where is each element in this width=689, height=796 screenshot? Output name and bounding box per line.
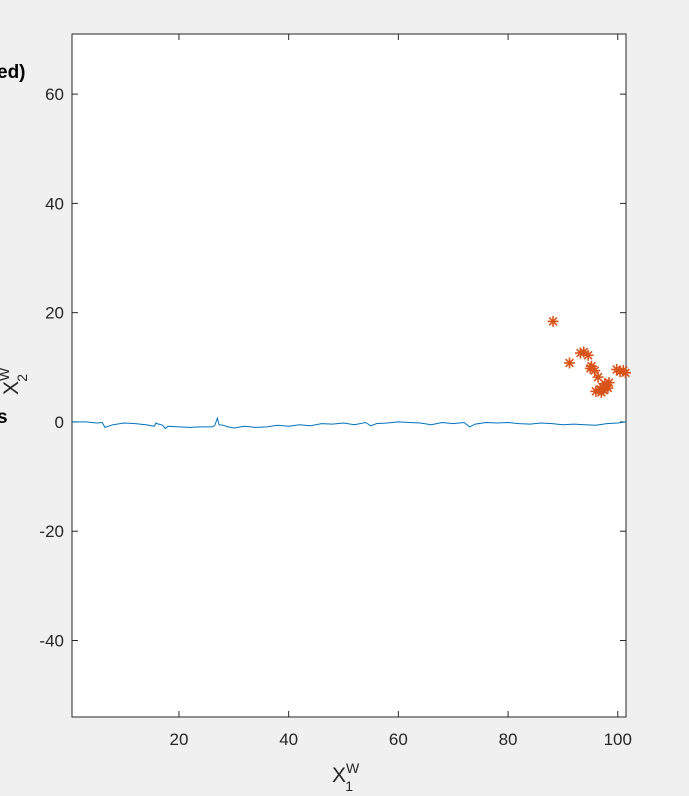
tick-labels: 20 40 60 80 100 -40 -20 0 20 40 60 — [39, 85, 632, 749]
y-tick-label: 0 — [55, 413, 64, 432]
y-axis-label-sup: W — [0, 367, 12, 381]
trajectory-line — [72, 416, 627, 430]
clipped-title-fragment: ed) — [0, 62, 26, 83]
x-axis-label-base: X — [332, 764, 346, 787]
plot-area — [71, 33, 627, 718]
y-axis-label: XW2 — [0, 367, 30, 395]
x-axis-label-sup: W — [346, 760, 360, 776]
x-tick-label: 60 — [389, 730, 408, 749]
y-tick-label: 40 — [45, 194, 64, 213]
asterisk-marker — [547, 315, 559, 327]
x-tick-label: 80 — [499, 730, 518, 749]
asterisk-marker — [582, 349, 594, 361]
y-axis-label-base: X — [0, 381, 23, 395]
x-axis-label-sub: 1 — [345, 778, 353, 794]
asterisk-marker — [564, 357, 576, 369]
series-layer — [72, 315, 631, 430]
y-tick-label: -20 — [39, 522, 64, 541]
axes: 20 40 60 80 100 -40 -20 0 20 40 60 — [39, 33, 632, 749]
x-tick-label: 40 — [279, 730, 298, 749]
asterisk-marker — [592, 371, 604, 383]
x-tick-label: 100 — [604, 730, 632, 749]
y-tick-label: -40 — [39, 632, 64, 651]
asterisk-marker — [619, 367, 631, 379]
x-tick-label: 20 — [169, 730, 188, 749]
asterisk-marker — [603, 377, 615, 389]
x-axis-label: XW 1 — [332, 760, 360, 794]
clipped-label-fragment: s — [0, 407, 8, 428]
y-tick-label: 60 — [45, 85, 64, 104]
y-axis-label-sub: 2 — [14, 374, 30, 382]
y-tick-label: 20 — [45, 304, 64, 323]
